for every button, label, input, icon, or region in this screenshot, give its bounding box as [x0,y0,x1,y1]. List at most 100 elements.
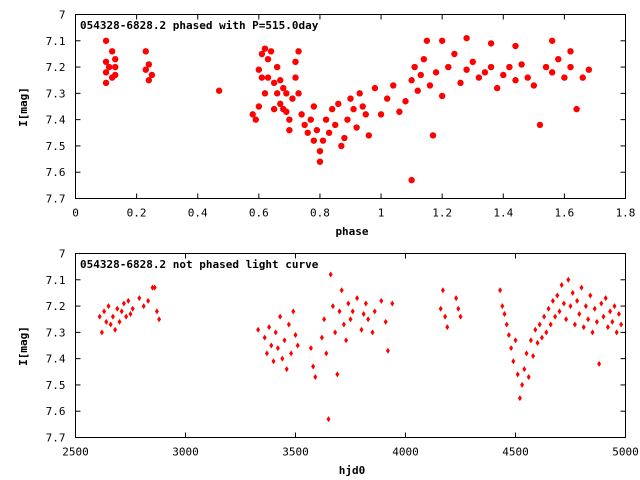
data-point [517,395,522,402]
data-point [289,95,296,102]
data-point [451,50,458,58]
data-point [408,77,415,84]
data-point [385,347,390,354]
data-point [423,37,431,44]
data-point [304,129,311,136]
y-tick-label: 7 [59,248,66,261]
data-point [457,79,464,87]
data-point [310,103,318,110]
data-point [142,66,149,73]
data-point [438,37,446,44]
data-point [128,310,133,317]
data-point [396,108,403,115]
data-point [316,158,324,165]
data-point [493,84,501,92]
x-tick-label: 0.2 [127,207,147,220]
data-point [310,137,318,144]
data-point [548,37,556,44]
data-point [286,116,293,123]
data-point [553,313,558,320]
data-point [429,132,437,139]
data-point [432,69,440,76]
data-point [264,350,269,357]
data-point [500,71,507,79]
data-point [286,126,293,134]
data-point [359,326,364,333]
data-point [280,84,287,92]
y-tick-label: 7.2 [46,300,66,313]
data-point [515,371,520,378]
data-point [112,63,119,71]
data-point [379,297,384,304]
data-point [252,116,259,123]
data-point [102,308,107,315]
plot-frame [75,253,626,438]
data-point [115,305,120,312]
x-tick-label: 4500 [502,446,529,459]
data-point [255,103,263,110]
x-tick-label: 0 [72,207,79,220]
data-point [605,324,610,331]
data-point [487,63,495,71]
data-point [277,100,284,108]
y-tick-group: 7 7.1 7.2 7.3 7.4 7.5 7.6 7.7 [46,9,626,206]
data-point [548,69,556,76]
data-point [567,63,574,71]
data-point [608,308,613,315]
data-point [335,100,342,108]
data-point [130,305,135,312]
x-tick-label: 1.4 [493,207,513,220]
data-point [359,103,366,110]
data-point [295,342,300,349]
data-point [524,74,531,81]
data-point [390,82,397,89]
data-point [110,313,115,320]
data-point [319,334,324,341]
x-tick-label: 0.6 [249,207,269,220]
data-point [445,324,450,331]
data-point [456,305,461,312]
data-point [426,82,434,89]
data-point [548,321,553,328]
data-point [509,345,514,352]
data-point [346,300,351,307]
data-point [533,326,538,333]
data-point [570,289,575,296]
x-tick-label: 0.8 [310,207,330,220]
data-point [307,116,314,123]
data-point [356,90,363,97]
data-point [106,303,111,310]
x-tick-label: 5000 [612,446,639,459]
data-point [561,300,566,307]
data-point [383,95,391,102]
data-point [264,55,272,63]
chart-title: 054328-6828.2 not phased light curve [80,258,319,271]
data-point [506,331,511,338]
data-point [335,371,340,378]
data-point [325,129,333,136]
data-point [102,58,110,66]
data-point [292,58,299,66]
y-tick-label: 7.5 [46,379,66,392]
data-point [575,297,580,304]
data-point [145,77,153,84]
data-point [438,305,443,312]
data-point [97,313,102,320]
data-point [289,350,294,357]
data-point [590,329,595,336]
data-point [145,61,153,68]
data-point [597,360,602,367]
data-point [112,71,119,79]
data-point [344,337,349,344]
data-point [264,74,272,81]
data-point [137,295,142,302]
y-tick-label: 7.2 [46,61,66,74]
data-point [555,55,562,63]
data-point [105,63,113,71]
data-point [469,58,476,66]
chart-title: 054328-6828.2 phased with P=515.0day [80,19,319,32]
data-point [293,331,298,338]
data-point [262,334,267,341]
data-point [295,48,302,55]
data-point [511,358,516,365]
